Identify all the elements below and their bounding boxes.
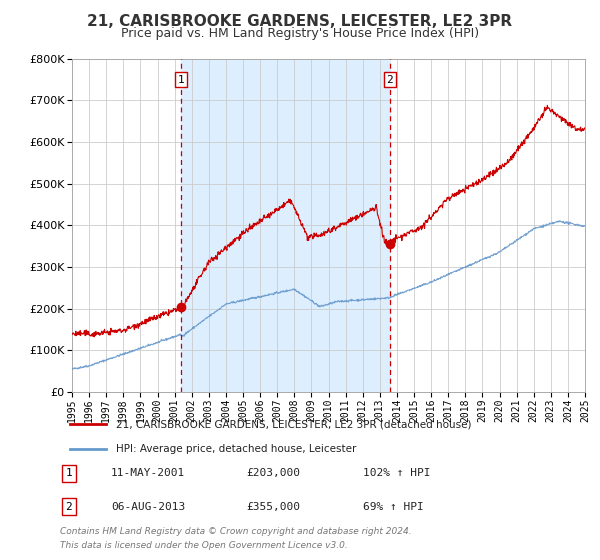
Text: Contains HM Land Registry data © Crown copyright and database right 2024.: Contains HM Land Registry data © Crown c… xyxy=(60,528,412,536)
Text: 11-MAY-2001: 11-MAY-2001 xyxy=(111,468,185,478)
Text: 2: 2 xyxy=(386,74,393,85)
Text: 69% ↑ HPI: 69% ↑ HPI xyxy=(363,502,424,512)
Text: 102% ↑ HPI: 102% ↑ HPI xyxy=(363,468,431,478)
Text: Price paid vs. HM Land Registry's House Price Index (HPI): Price paid vs. HM Land Registry's House … xyxy=(121,27,479,40)
Text: 1: 1 xyxy=(65,468,73,478)
Text: 1: 1 xyxy=(178,74,184,85)
Bar xyxy=(181,59,390,392)
Text: This data is licensed under the Open Government Licence v3.0.: This data is licensed under the Open Gov… xyxy=(60,541,348,550)
Text: 06-AUG-2013: 06-AUG-2013 xyxy=(111,502,185,512)
Text: HPI: Average price, detached house, Leicester: HPI: Average price, detached house, Leic… xyxy=(116,445,356,454)
Text: 21, CARISBROOKE GARDENS, LEICESTER, LE2 3PR (detached house): 21, CARISBROOKE GARDENS, LEICESTER, LE2 … xyxy=(116,419,472,429)
Text: £203,000: £203,000 xyxy=(246,468,300,478)
Text: 21, CARISBROOKE GARDENS, LEICESTER, LE2 3PR: 21, CARISBROOKE GARDENS, LEICESTER, LE2 … xyxy=(88,14,512,29)
Text: 2: 2 xyxy=(65,502,73,512)
Text: £355,000: £355,000 xyxy=(246,502,300,512)
